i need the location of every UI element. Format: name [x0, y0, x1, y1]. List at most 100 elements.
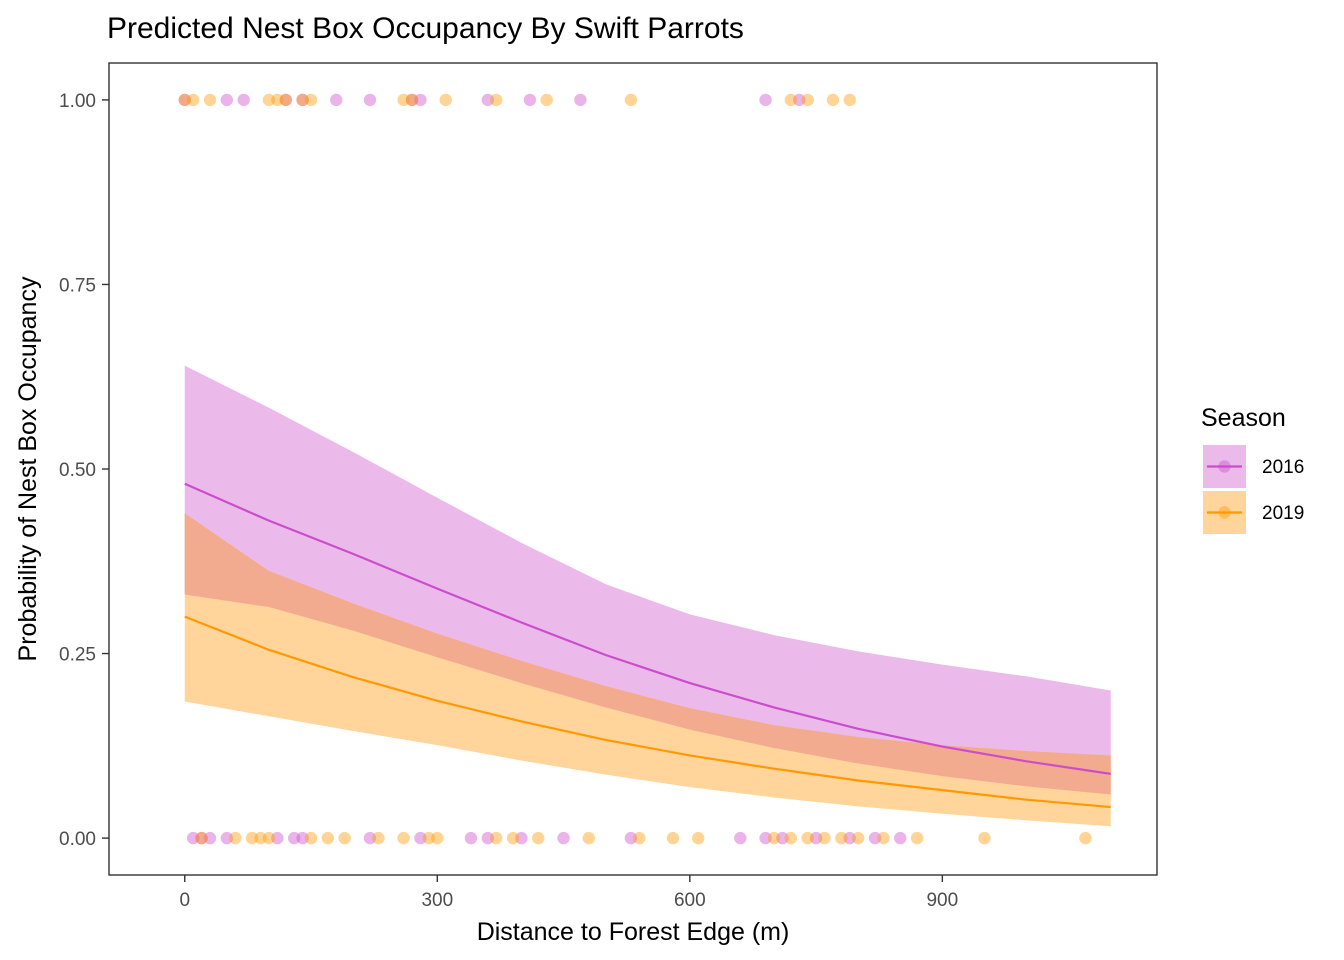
point-2019 [540, 93, 553, 107]
point-2019 [490, 831, 503, 845]
point-2019 [245, 831, 259, 845]
fit-line-2016 [184, 482, 1111, 775]
observation-points [178, 93, 1092, 845]
point-2016 [220, 93, 234, 107]
point-2016 [220, 831, 234, 845]
point-2016 [481, 93, 494, 107]
point-2019 [582, 831, 596, 845]
point-2019 [195, 831, 208, 845]
point-2019 [818, 831, 831, 845]
point-2016 [405, 93, 419, 107]
point-2019 [506, 831, 520, 845]
fit-lines [184, 482, 1111, 809]
x-tick-label: 0 [179, 890, 190, 911]
x-axis: 0 300 600 900 [179, 875, 958, 911]
x-axis-label: Distance to Forest Edge (m) [477, 918, 790, 946]
legend-key-point [1218, 506, 1231, 519]
point-2016 [203, 831, 217, 845]
point-2019 [784, 93, 798, 107]
point-2019 [801, 831, 814, 845]
y-tick-label: 0.50 [59, 460, 96, 481]
x-tick-label: 900 [926, 890, 958, 911]
point-2019 [801, 93, 814, 107]
confidence-band-2016 [184, 365, 1111, 795]
y-axis: 0.00 0.25 0.50 0.75 1.00 [59, 91, 109, 850]
point-2016 [515, 831, 528, 845]
point-2019 [203, 93, 217, 107]
point-2016 [868, 831, 882, 845]
point-2019 [397, 93, 410, 107]
point-2019 [271, 93, 284, 107]
point-2016 [809, 831, 823, 845]
point-2016 [271, 831, 284, 845]
x-tick-label: 300 [421, 890, 453, 911]
point-2016 [843, 831, 856, 845]
point-2016 [523, 93, 537, 107]
point-2019 [439, 93, 452, 107]
point-2019 [784, 831, 798, 845]
chart-title: Predicted Nest Box Occupancy By Swift Pa… [107, 12, 744, 45]
point-2016 [557, 831, 570, 845]
point-2019 [279, 93, 292, 107]
point-2019 [826, 93, 840, 107]
point-2019 [338, 831, 351, 845]
point-2016 [296, 93, 309, 107]
point-2016 [776, 831, 789, 845]
point-2019 [633, 831, 646, 845]
point-2019 [262, 93, 276, 107]
point-2016 [734, 831, 747, 845]
y-tick-label: 0.25 [59, 645, 96, 666]
point-2016 [186, 831, 200, 845]
point-2019 [767, 831, 781, 845]
y-tick-label: 0.75 [59, 275, 96, 296]
legend-key-point [1218, 460, 1231, 473]
point-2019 [666, 831, 680, 845]
point-2019 [422, 831, 436, 845]
point-2016 [759, 93, 772, 107]
point-2016 [894, 831, 907, 845]
point-2016 [793, 93, 806, 107]
legend: Season 2016 2019 [1201, 404, 1304, 534]
legend-entry-2019: 2019 [1203, 491, 1304, 534]
point-2019 [431, 831, 444, 845]
point-2019 [978, 831, 991, 845]
point-2016 [363, 93, 377, 107]
point-2016 [330, 93, 343, 107]
point-2016 [195, 831, 208, 845]
point-2019 [321, 831, 335, 845]
point-2019 [304, 831, 318, 845]
point-2016 [363, 831, 377, 845]
legend-label-2016: 2016 [1262, 457, 1304, 478]
point-2016 [287, 831, 301, 845]
point-2019 [397, 831, 410, 845]
point-2016 [279, 93, 292, 107]
legend-title: Season [1201, 404, 1286, 432]
y-axis-label: Probability of Nest Box Occupancy [14, 276, 42, 661]
point-2016 [178, 93, 191, 107]
point-2016 [414, 831, 427, 845]
point-2016 [296, 831, 309, 845]
point-2019 [851, 831, 865, 845]
point-2019 [692, 831, 705, 845]
point-2016 [481, 831, 494, 845]
point-2016 [237, 93, 250, 107]
confidence-band-overlap [184, 513, 1111, 795]
legend-label-2019: 2019 [1262, 503, 1304, 524]
point-2019 [624, 93, 638, 107]
point-2019 [254, 831, 267, 845]
point-2019 [296, 93, 309, 107]
point-2019 [835, 831, 848, 845]
point-2019 [262, 831, 276, 845]
point-2019 [229, 831, 242, 845]
point-2016 [574, 93, 587, 107]
point-2019 [178, 93, 191, 107]
point-2019 [405, 93, 419, 107]
point-2016 [624, 831, 638, 845]
point-2016 [759, 831, 772, 845]
point-2016 [464, 831, 478, 845]
point-2019 [532, 831, 545, 845]
point-2019 [1079, 831, 1092, 845]
y-tick-label: 0.00 [59, 829, 96, 850]
y-tick-label: 1.00 [59, 91, 96, 112]
point-2019 [304, 93, 318, 107]
